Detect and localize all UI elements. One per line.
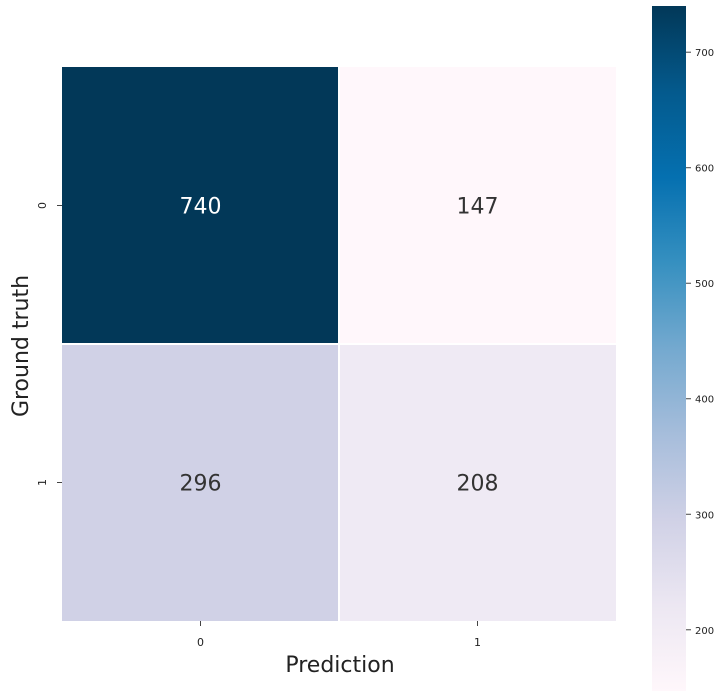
cell-annotations: 740 147 296 208 — [180, 195, 499, 497]
colorbar-tick-label-500: 500 — [695, 279, 714, 290]
y-tick-label-1: 1 — [36, 479, 49, 486]
colorbar — [652, 6, 686, 691]
colorbar-tick-label-700: 700 — [695, 48, 714, 59]
colorbar-tick-label-300: 300 — [695, 510, 714, 521]
heatmap-cells — [62, 67, 616, 621]
x-axis-label: Prediction — [285, 653, 394, 678]
cell-value-0-1: 147 — [457, 195, 499, 220]
cell-value-1-1: 208 — [457, 472, 499, 497]
colorbar-ticks: 200 300 400 500 600 700 — [686, 48, 714, 637]
colorbar-tick-label-200: 200 — [695, 626, 714, 637]
y-axis-ticks: 01 — [36, 202, 62, 486]
y-axis-label: Ground truth — [9, 275, 34, 417]
heatmap-cell-1-1 — [340, 345, 616, 621]
heatmap-cell-1-0 — [62, 345, 338, 621]
cell-value-0-0: 740 — [180, 195, 222, 220]
colorbar-tick-label-400: 400 — [695, 395, 714, 406]
heatmap-cell-0-0 — [62, 67, 338, 343]
cell-value-1-0: 296 — [180, 472, 222, 497]
colorbar-tick-label-600: 600 — [695, 164, 714, 175]
x-tick-label-1: 1 — [474, 636, 481, 649]
y-tick-label-0: 0 — [36, 202, 49, 209]
heatmap-cell-0-1 — [340, 67, 616, 343]
x-tick-label-0: 0 — [197, 636, 204, 649]
